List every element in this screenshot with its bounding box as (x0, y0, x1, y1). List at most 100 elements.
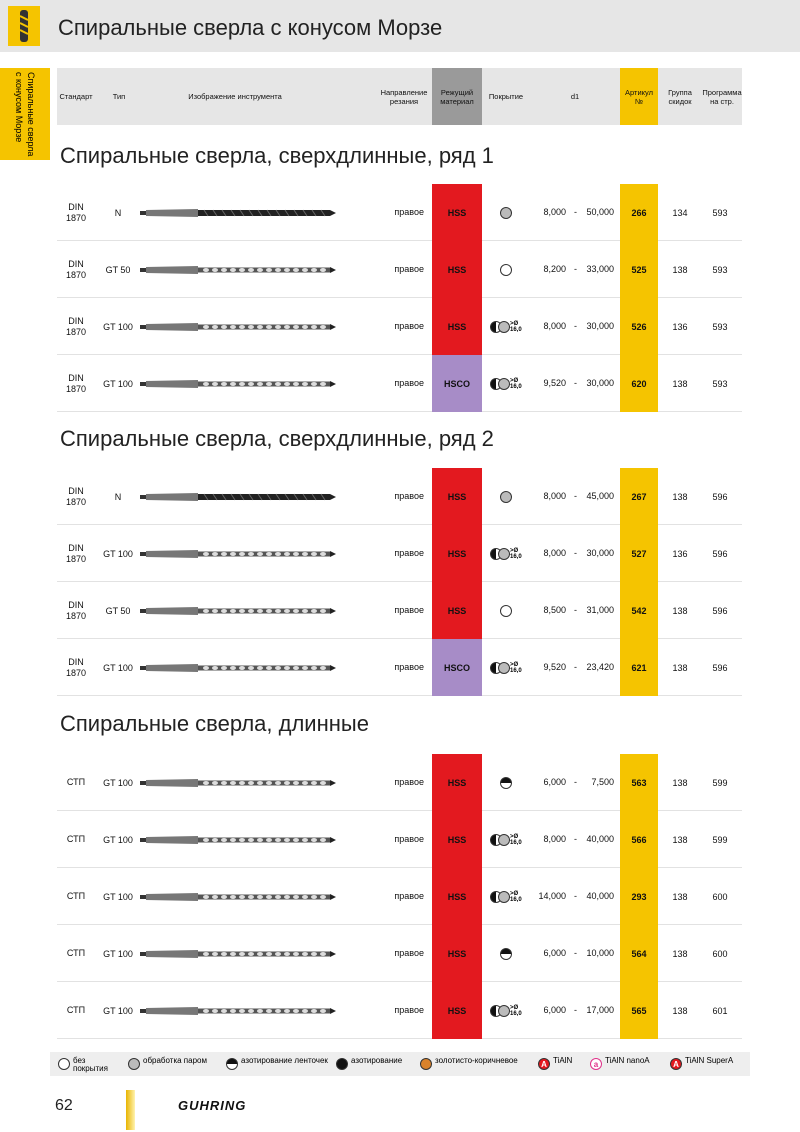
direction: правое (394, 206, 424, 217)
group: 138 (672, 777, 688, 788)
d1-to: 50,000 (586, 206, 614, 217)
row-separator (57, 240, 742, 241)
page-ref: 596 (712, 491, 728, 502)
direction: правое (394, 661, 424, 672)
drill-image (140, 835, 336, 844)
article-cell: 565 (620, 982, 658, 1039)
direction: правое (394, 377, 424, 388)
d1-from: 8,200 (543, 263, 566, 274)
legend-label: обработка паром (143, 1056, 207, 1065)
standard: СТП (66, 948, 86, 958)
drill-image (140, 663, 336, 672)
group: 138 (672, 378, 688, 389)
drill-image (140, 606, 336, 615)
column-header-cell: Группа скидок (668, 87, 692, 106)
coating-note: >Ø 16,0 (510, 890, 522, 903)
d1-from: 8,000 (543, 320, 566, 331)
d1-to: 40,000 (586, 833, 614, 844)
legend-label: азотирование (351, 1056, 403, 1065)
direction: правое (394, 947, 424, 958)
group: 138 (672, 662, 688, 673)
coating-icon (498, 661, 510, 674)
material-cell: HSS (432, 298, 482, 355)
drill-image (140, 949, 336, 958)
d1-from: 8,500 (543, 604, 566, 615)
material-cell: HSS (432, 525, 482, 582)
type: GT 50 (105, 264, 131, 275)
d1-to: 10,000 (586, 947, 614, 958)
type: GT 100 (103, 948, 133, 959)
type: GT 100 (103, 378, 133, 389)
group: 134 (672, 207, 688, 218)
d1-from: 14,000 (538, 890, 566, 901)
side-tab-line: Спиральные сверла (26, 72, 36, 157)
direction: правое (394, 490, 424, 501)
row-separator (57, 354, 742, 355)
material-cell: HSS (432, 582, 482, 639)
column-header-cell: Режущий материал (432, 68, 482, 125)
column-header-cell: d1 (570, 92, 580, 101)
row-separator (57, 1038, 742, 1039)
page-ref: 599 (712, 834, 728, 845)
side-tab-line: с конусом Морзе (14, 72, 24, 143)
d1-to: 45,000 (586, 490, 614, 501)
direction: правое (394, 604, 424, 615)
d1-from: 8,000 (543, 206, 566, 217)
header-title: Спиральные сверла с конусом Морзе (58, 15, 443, 40)
article-cell: 620 (620, 355, 658, 412)
section-title: Спиральные сверла, сверхдлинные, ряд 2 (60, 426, 494, 451)
column-header-cell: Артикул № (620, 68, 658, 125)
legend-bar (50, 1052, 750, 1076)
legend-label: TiAlN SuperA (685, 1056, 734, 1065)
coating-icon (498, 320, 510, 333)
d1-from: 6,000 (543, 947, 566, 958)
coating-icon (128, 1058, 140, 1070)
direction: правое (394, 320, 424, 331)
d1-dash: - (574, 604, 577, 615)
standard: DIN 1870 (65, 315, 87, 337)
type: GT 100 (103, 548, 133, 559)
legend-label: TiAlN (553, 1056, 573, 1065)
d1-dash: - (574, 206, 577, 217)
row-separator (57, 524, 742, 525)
page-ref: 600 (712, 948, 728, 959)
row-separator (57, 924, 742, 925)
coating-icon (226, 1058, 238, 1070)
row-separator (57, 981, 742, 982)
coating-icon (500, 206, 512, 219)
drill-image (140, 379, 336, 388)
article-cell: 563 (620, 754, 658, 811)
standard: СТП (66, 891, 86, 901)
material-cell: HSS (432, 925, 482, 982)
drill-image (140, 778, 336, 787)
direction: правое (394, 547, 424, 558)
drill-icon (19, 10, 29, 42)
d1-from: 8,000 (543, 833, 566, 844)
coating-icon (336, 1058, 348, 1070)
d1-to: 40,000 (586, 890, 614, 901)
coating-icon (58, 1058, 70, 1070)
page-ref: 596 (712, 662, 728, 673)
type: N (114, 207, 122, 218)
d1-to: 31,000 (586, 604, 614, 615)
drill-image (140, 1006, 336, 1015)
direction: правое (394, 1004, 424, 1015)
coating-note: >Ø 16,0 (510, 833, 522, 846)
coating-note: >Ø 16,0 (510, 377, 522, 390)
drill-image (140, 265, 336, 274)
legend-label: без покрытия (73, 1056, 108, 1073)
material-cell: HSS (432, 241, 482, 298)
type: GT 100 (103, 891, 133, 902)
page-ref: 599 (712, 777, 728, 788)
coating-icon (498, 547, 510, 560)
section-title: Спиральные сверла, длинные (60, 711, 369, 736)
material-cell: HSCO (432, 639, 482, 696)
material-cell: HSS (432, 868, 482, 925)
standard: СТП (66, 777, 86, 787)
page-ref: 593 (712, 378, 728, 389)
drill-image (140, 892, 336, 901)
material-cell: HSS (432, 982, 482, 1039)
legend-label: золотисто-коричневое (435, 1056, 518, 1065)
d1-dash: - (574, 1004, 577, 1015)
d1-from: 9,520 (543, 661, 566, 672)
